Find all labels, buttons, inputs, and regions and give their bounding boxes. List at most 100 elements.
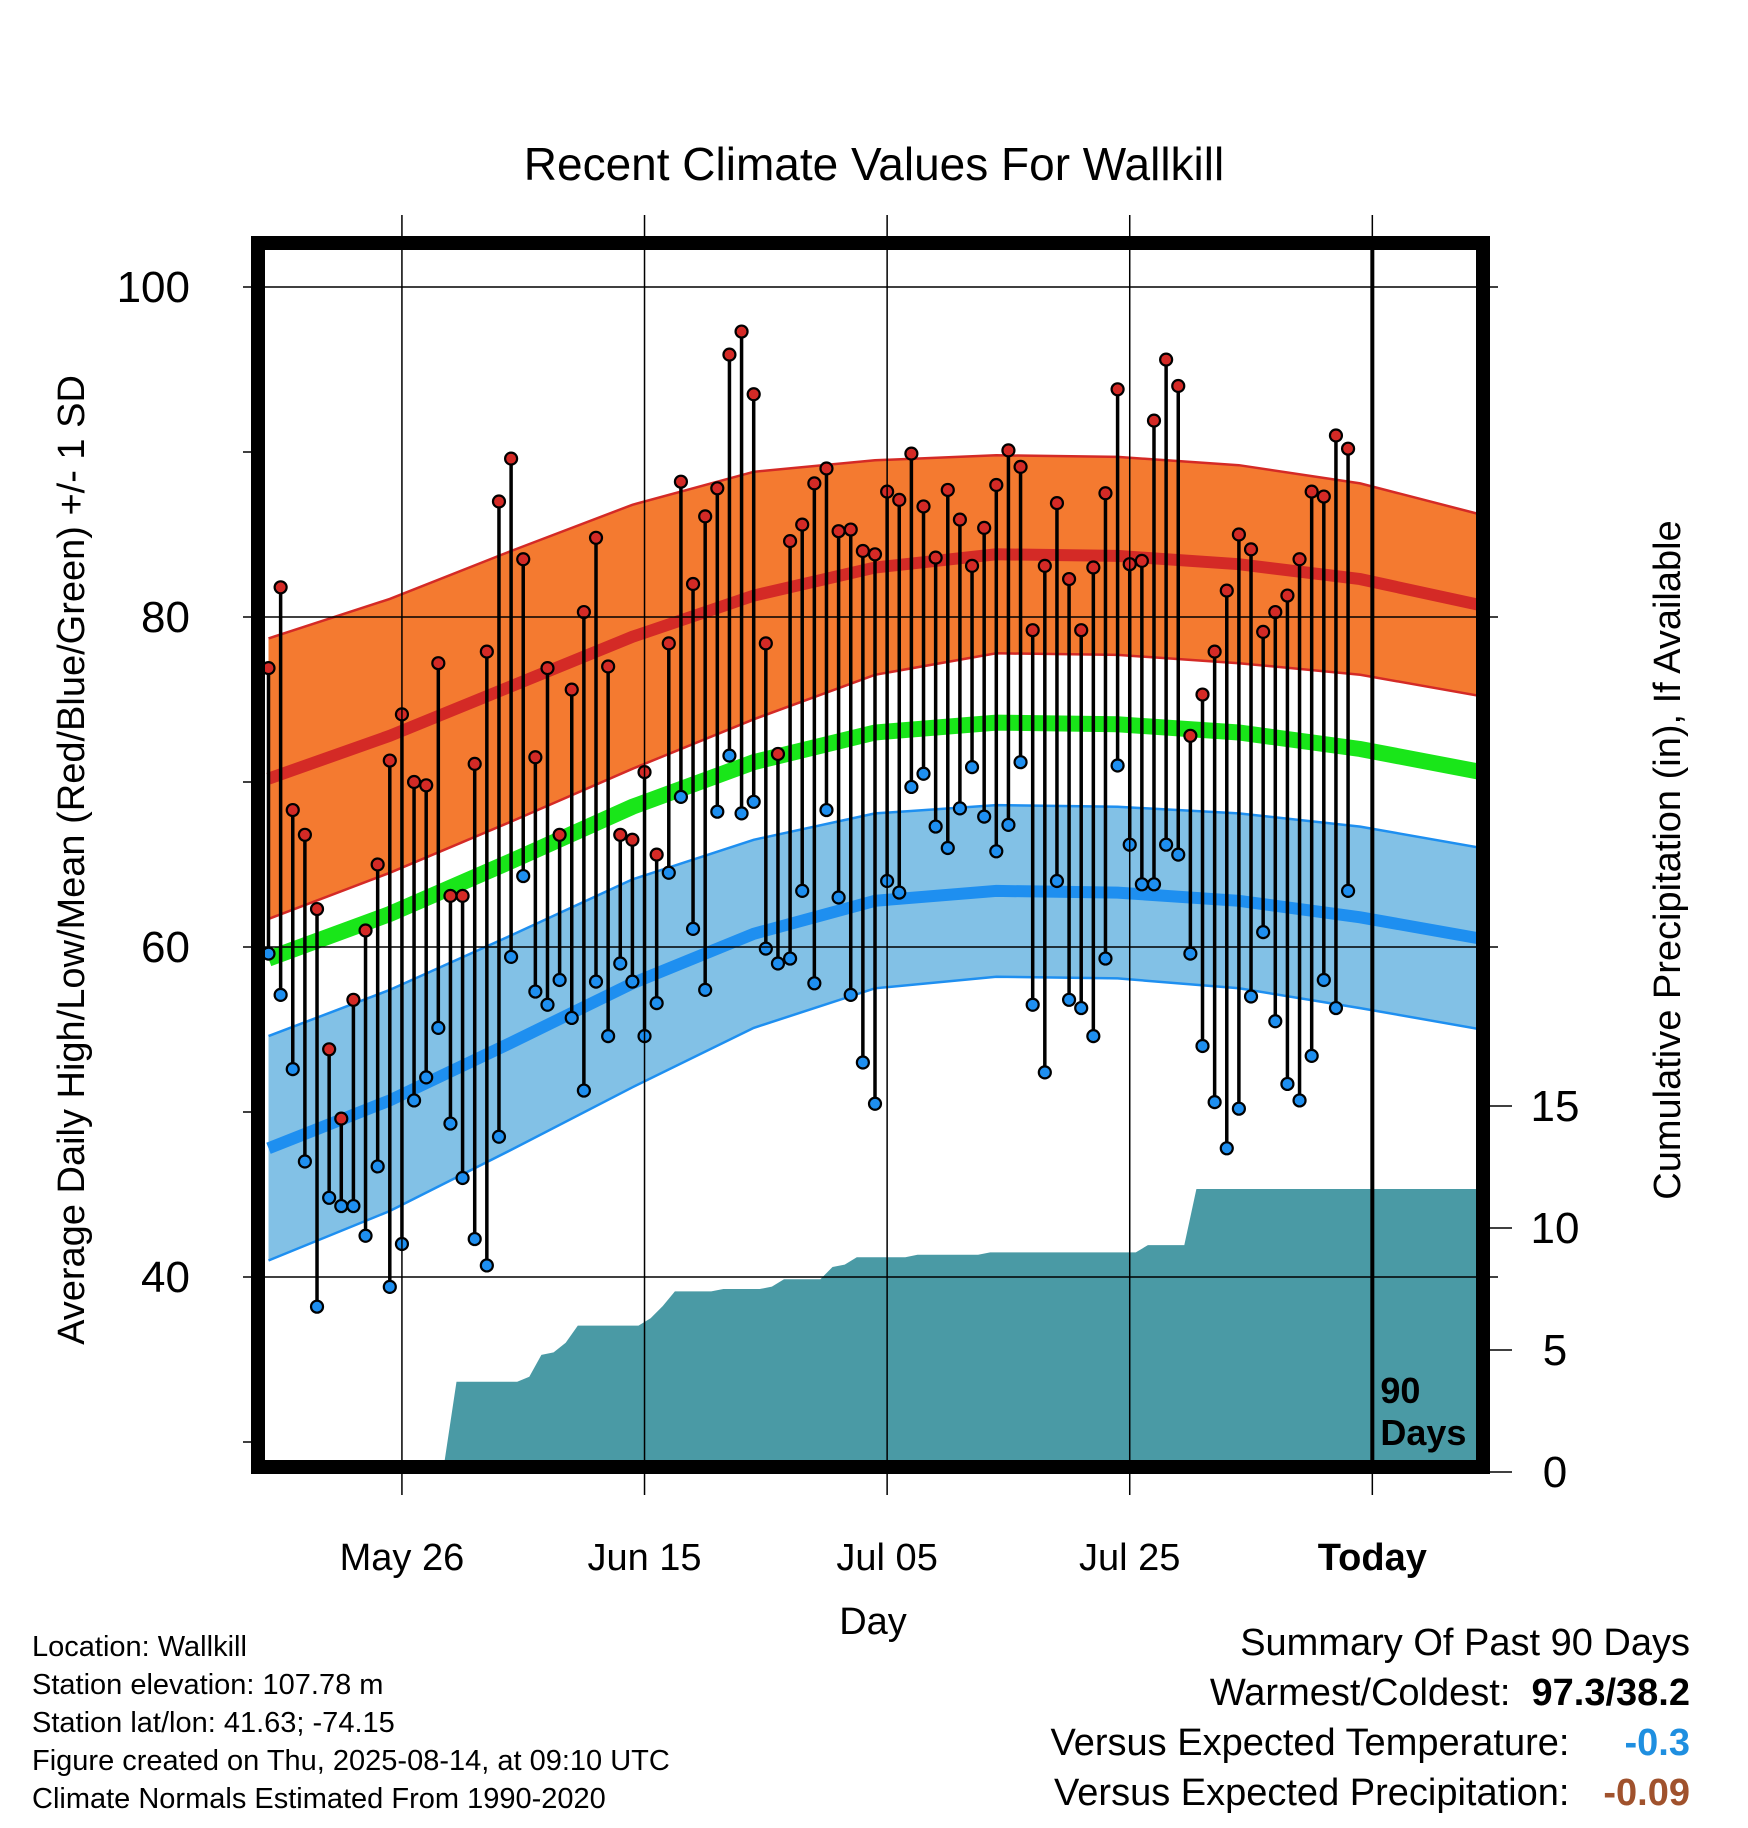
- daily-high-point: [419, 778, 434, 793]
- daily-low-point: [273, 987, 288, 1002]
- daily-high-point: [431, 656, 446, 671]
- daily-high-point: [1171, 378, 1186, 394]
- daily-low-point: [601, 1028, 616, 1044]
- daily-low-point: [807, 976, 822, 991]
- daily-high-point: [758, 636, 773, 651]
- daily-low-point: [443, 1116, 458, 1131]
- daily-high-point: [1304, 484, 1319, 499]
- daily-low-point: [770, 956, 786, 971]
- summary-row-precip: Versus Expected Precipitation: -0.09: [1051, 1768, 1690, 1818]
- daily-low-point: [952, 801, 968, 816]
- daily-high-point: [1074, 623, 1089, 638]
- daily-low-point: [576, 1083, 591, 1098]
- x-tick-label: Jun 15: [587, 1537, 701, 1579]
- daily-high-point: [746, 387, 761, 402]
- daily-high-point: [576, 604, 591, 620]
- temp-label: Versus Expected Temperature:: [1050, 1722, 1570, 1764]
- daily-high-point: [588, 530, 604, 545]
- daily-low-point: [285, 1061, 300, 1077]
- daily-high-point: [309, 901, 325, 917]
- y-tick-label: 80: [141, 593, 190, 642]
- latlon-label: Station lat/lon: 41.63; -74.15: [32, 1707, 395, 1739]
- y2-tick-label: 0: [1543, 1448, 1567, 1497]
- x-tick-label: May 26: [340, 1537, 465, 1579]
- daily-low-point: [940, 840, 955, 856]
- daily-high-point: [843, 522, 858, 537]
- daily-high-point: [1146, 413, 1162, 428]
- daily-low-point: [1340, 883, 1356, 899]
- summary-row-temp: Versus Expected Temperature: -0.3: [1051, 1718, 1690, 1768]
- daily-high-point: [1098, 486, 1113, 501]
- daily-high-point: [334, 1111, 349, 1126]
- daily-high-point: [382, 753, 397, 768]
- daily-low-point: [419, 1070, 434, 1085]
- today-annotation: 90: [1380, 1370, 1420, 1411]
- daily-low-point: [1098, 951, 1113, 966]
- daily-low-point: [1183, 946, 1198, 961]
- daily-low-point: [564, 1010, 579, 1026]
- daily-high-point: [358, 923, 373, 938]
- daily-high-point: [455, 888, 470, 903]
- daily-low-point: [1037, 1065, 1052, 1080]
- precip-value: -0.09: [1603, 1772, 1690, 1814]
- daily-high-point: [1001, 443, 1016, 458]
- daily-high-point: [940, 482, 955, 498]
- daily-low-point: [698, 982, 713, 998]
- daily-high-point: [516, 552, 531, 567]
- daily-low-point: [491, 1129, 507, 1144]
- created-label: Figure created on Thu, 2025-08-14, at 09…: [32, 1745, 670, 1777]
- warm-cold-value: 97.3/38.2: [1531, 1672, 1690, 1714]
- daily-high-point: [564, 682, 579, 697]
- daily-low-point: [989, 844, 1004, 859]
- daily-high-point: [916, 499, 931, 514]
- precip-label: Versus Expected Precipitation:: [1054, 1772, 1570, 1814]
- elevation-label: Station elevation: 107.78 m: [32, 1669, 384, 1701]
- daily-low-point: [1110, 758, 1125, 773]
- normals-label: Climate Normals Estimated From 1990-2020: [32, 1783, 606, 1815]
- location-label: Location: Wallkill: [32, 1631, 247, 1663]
- daily-low-point: [977, 809, 992, 824]
- y2-tick-label: 15: [1531, 1082, 1580, 1131]
- daily-low-point: [843, 987, 858, 1002]
- daily-low-point: [1074, 1000, 1089, 1016]
- daily-low-point: [746, 794, 761, 809]
- daily-high-point: [263, 661, 276, 676]
- daily-high-point: [1207, 644, 1222, 659]
- daily-low-point: [1013, 755, 1028, 770]
- daily-low-point: [1001, 817, 1016, 833]
- daily-high-point: [1328, 428, 1344, 443]
- daily-low-point: [516, 868, 531, 884]
- daily-high-point: [491, 494, 507, 509]
- daily-low-point: [673, 789, 689, 804]
- daily-high-point: [819, 461, 834, 476]
- daily-high-point: [370, 857, 385, 872]
- y-tick-label: 40: [141, 1253, 190, 1302]
- daily-high-point: [1280, 588, 1295, 603]
- daily-high-point: [1013, 459, 1028, 474]
- y-tick-label: 60: [141, 923, 190, 972]
- daily-low-point: [1304, 1048, 1319, 1064]
- daily-low-point: [1328, 1000, 1344, 1016]
- x-tick-label: Today: [1318, 1537, 1427, 1579]
- daily-low-point: [710, 804, 725, 819]
- daily-low-point: [346, 1198, 361, 1214]
- daily-high-point: [734, 324, 749, 339]
- daily-high-point: [601, 659, 616, 674]
- daily-low-point: [892, 885, 907, 900]
- daily-low-point: [782, 951, 798, 966]
- daily-high-point: [540, 661, 555, 676]
- daily-low-point: [625, 974, 640, 989]
- daily-low-point: [552, 972, 567, 988]
- daily-high-point: [722, 347, 737, 362]
- daily-high-point: [297, 827, 312, 842]
- daily-high-point: [1195, 687, 1210, 702]
- daily-low-point: [309, 1299, 325, 1314]
- daily-high-point: [443, 888, 458, 903]
- daily-high-point: [1025, 623, 1040, 638]
- daily-low-point: [1219, 1141, 1234, 1156]
- y2-tick-label: 10: [1531, 1204, 1580, 1253]
- daily-high-point: [807, 476, 822, 491]
- daily-high-point: [346, 992, 361, 1007]
